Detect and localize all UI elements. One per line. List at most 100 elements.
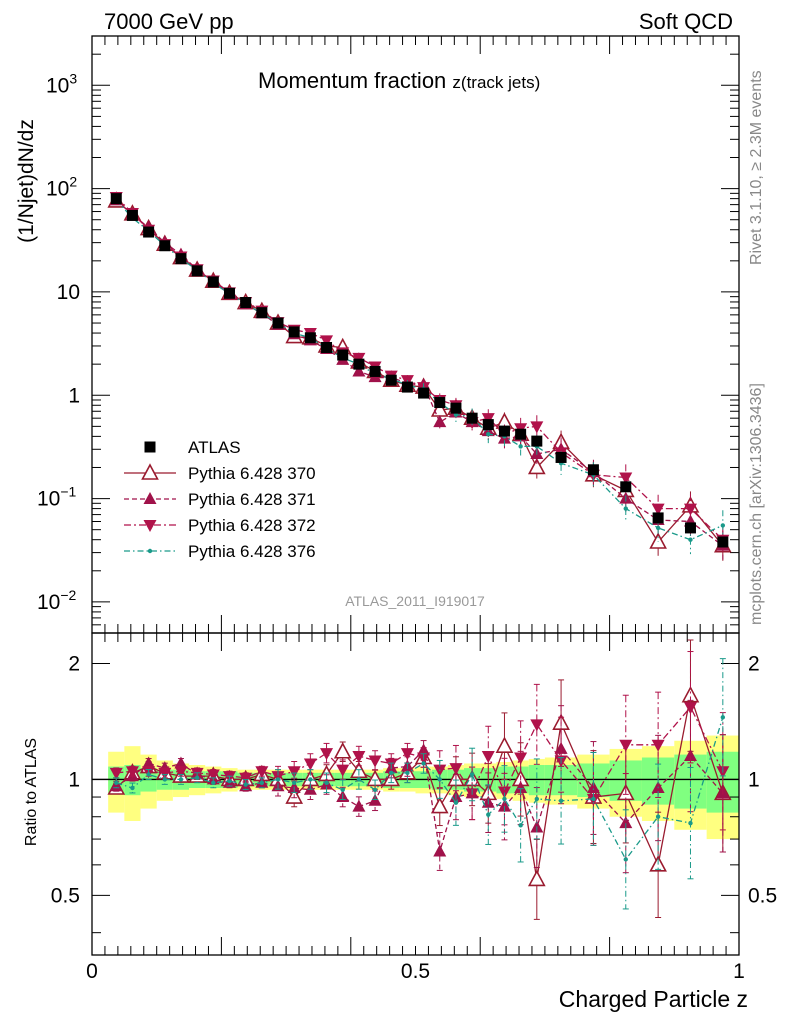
- legend: ATLAS Pythia 6.428 370 Pythia 6.428 371 Pyt…: [124, 438, 316, 561]
- ratio-data-point: [518, 823, 523, 828]
- y-tick-label: 1: [68, 384, 80, 407]
- atlas-data-point: [353, 358, 365, 370]
- chart-title-sub: z(track jets): [452, 73, 540, 92]
- ratio-data-point: [623, 857, 628, 862]
- mc-data-point: [651, 503, 665, 516]
- main-curves: [107, 191, 732, 561]
- atlas-data-point: [256, 307, 268, 319]
- atlas-data-point: [482, 419, 494, 431]
- atlas-data-point: [175, 253, 187, 265]
- mc-data-point: [623, 506, 628, 511]
- ratio-curves: [107, 639, 732, 920]
- ratio-y-tick-label: 0.5: [51, 884, 80, 907]
- ratio-data-point: [619, 739, 633, 752]
- ratio-data-point: [655, 814, 661, 819]
- mc-data-point: [530, 421, 544, 434]
- ratio-y-tick-label: 1: [68, 768, 80, 791]
- atlas-data-point: [110, 193, 122, 205]
- ratio-data-point: [271, 771, 285, 784]
- ratio-bands: [92, 735, 739, 840]
- legend-label: Pythia 6.428 370: [188, 464, 316, 483]
- side-mcplots: mcplots.cern.ch [arXiv:1306.3436]: [748, 383, 765, 625]
- atlas-data-point: [385, 374, 397, 386]
- y-tick-label: 10: [57, 281, 80, 304]
- ratio-data-point: [303, 758, 317, 771]
- main-panel: 10−2 10−1 1 10 102 103 Momentum fraction z(tr…: [15, 35, 740, 634]
- ratio-data-point: [405, 770, 410, 776]
- ratio-data-point: [324, 780, 329, 785]
- ratio-y-label: Ratio to ATLAS: [23, 738, 40, 846]
- ratio-y-tick-label-right: 2: [748, 652, 760, 675]
- ratio-data-point: [368, 755, 382, 768]
- ratio-data-point: [174, 766, 188, 779]
- ratio-data-point: [227, 778, 232, 784]
- main-ticks: 10−2 10−1 1 10 102 103: [37, 35, 740, 634]
- atlas-data-point: [337, 349, 349, 361]
- mc-data-point: [688, 537, 693, 542]
- header-left: 7000 GeV pp: [104, 9, 234, 34]
- y-tick-label: 103: [46, 70, 77, 97]
- ratio-data-point: [683, 702, 697, 715]
- ratio-data-point: [688, 820, 693, 826]
- ratio-data-point: [130, 785, 135, 791]
- atlas-data-point: [684, 522, 696, 534]
- ratio-data-point: [114, 780, 119, 785]
- ratio-data-point: [109, 767, 123, 780]
- ratio-data-point: [502, 796, 507, 802]
- atlas-data-point: [717, 536, 729, 548]
- ratio-data-point: [336, 764, 350, 777]
- atlas-data-point: [304, 332, 316, 344]
- legend-marker: [141, 463, 159, 480]
- ratio-data-point: [125, 766, 139, 779]
- mc-data-point: [433, 415, 447, 428]
- ratio-data-point: [356, 777, 362, 782]
- ratio-y-tick-label: 2: [68, 652, 80, 675]
- x-tick-label: 0.5: [401, 960, 430, 983]
- legend-label: Pythia 6.428 371: [188, 490, 316, 509]
- ratio-data-point: [333, 742, 352, 759]
- side-rivet: Rivet 3.1.10, ≥ 2.3M events: [748, 70, 765, 265]
- atlas-data-point: [418, 387, 430, 399]
- ratio-data-point: [495, 736, 514, 753]
- legend-marker: [143, 520, 157, 532]
- ratio-data-point: [178, 777, 184, 782]
- ratio-data-point: [430, 796, 449, 814]
- ratio-data-point: [352, 751, 366, 764]
- x-tick-label: 1: [733, 960, 745, 983]
- atlas-data-point: [321, 341, 333, 353]
- ratio-data-point: [481, 751, 495, 764]
- atlas-data-point: [207, 276, 219, 288]
- legend-marker: [147, 548, 153, 554]
- ratio-data-point: [194, 775, 200, 780]
- atlas-data-point: [587, 464, 599, 476]
- ratio-data-point: [320, 748, 334, 761]
- ratio-series-line: [116, 706, 724, 801]
- atlas-data-point: [126, 209, 138, 221]
- series-line: [115, 196, 724, 541]
- atlas-data-point: [652, 512, 664, 524]
- ratio-ticks: 0.5 0.5 1 1 2 2 0 0.5 1: [51, 633, 777, 983]
- ratio-data-point: [340, 787, 345, 792]
- ratio-data-point: [243, 782, 248, 787]
- ratio-data-point: [453, 800, 459, 805]
- ratio-data-point: [497, 786, 511, 799]
- legend-label: Pythia 6.428 376: [188, 542, 316, 561]
- ratio-data-point: [527, 869, 546, 887]
- ratio-data-point: [158, 767, 172, 780]
- legend-label: Pythia 6.428 372: [188, 516, 316, 535]
- mc-data-point: [352, 364, 366, 377]
- chart-title: Momentum fraction z(track jets): [258, 68, 540, 93]
- ratio-data-point: [421, 761, 426, 766]
- ratio-data-point: [206, 769, 220, 782]
- legend-marker: [143, 492, 157, 504]
- atlas-data-point: [555, 451, 567, 463]
- ratio-data-point: [275, 777, 281, 782]
- atlas-data-point: [223, 287, 235, 299]
- atlas-data-point: [498, 425, 510, 437]
- mc-data-point: [655, 525, 661, 531]
- atlas-data-point: [620, 481, 632, 493]
- ratio-panel: 0.5 0.5 1 1 2 2 0 0.5 1 Ratio to ATLAS Charged P…: [23, 632, 777, 1012]
- ratio-data-point: [400, 748, 414, 761]
- ratio-data-point: [449, 763, 463, 776]
